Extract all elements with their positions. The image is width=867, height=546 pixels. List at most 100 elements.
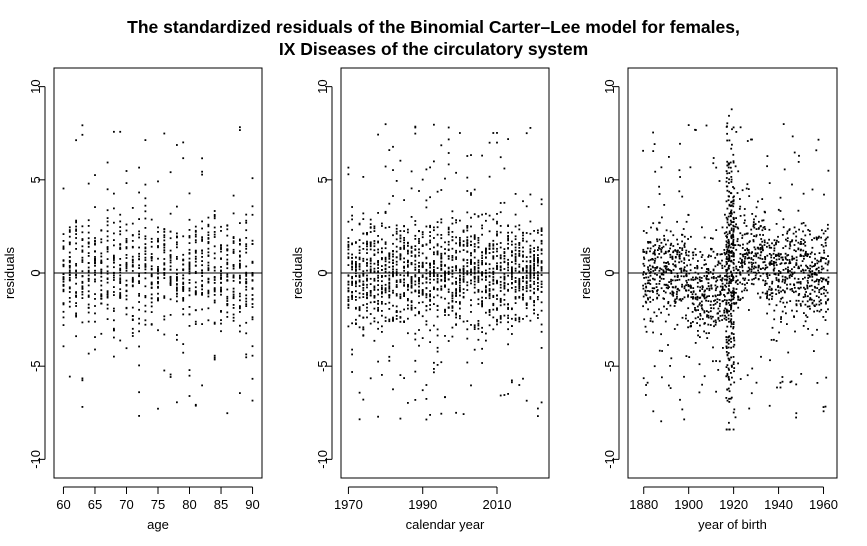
- residual-point: [451, 259, 454, 261]
- residual-point: [499, 283, 502, 286]
- residual-point: [251, 177, 254, 180]
- residual-point: [728, 401, 731, 403]
- residual-point: [683, 266, 686, 269]
- residual-point: [188, 252, 191, 254]
- residual-point: [712, 157, 715, 159]
- residual-point: [792, 232, 795, 235]
- residual-point: [750, 252, 753, 255]
- residual-point: [138, 301, 140, 303]
- residual-point: [106, 303, 109, 306]
- residual-point: [652, 222, 655, 225]
- residual-point: [477, 237, 480, 239]
- residual-point: [113, 257, 115, 260]
- residual-point: [757, 278, 760, 280]
- residual-point: [366, 233, 368, 236]
- residual-point: [537, 278, 539, 281]
- residual-point: [518, 228, 521, 231]
- residual-point: [730, 299, 732, 302]
- residual-point: [537, 298, 539, 301]
- residual-point: [492, 279, 495, 282]
- residual-point: [643, 264, 646, 267]
- y-tick-label: 10: [602, 79, 617, 93]
- residual-point: [220, 225, 222, 228]
- residual-point: [737, 227, 740, 230]
- residual-point: [683, 375, 685, 378]
- residual-point: [768, 404, 771, 407]
- residual-point: [825, 301, 827, 303]
- residual-point: [730, 346, 732, 349]
- residual-point: [207, 255, 210, 257]
- residual-point: [691, 302, 694, 305]
- residual-point: [511, 379, 513, 382]
- residual-point: [727, 245, 730, 248]
- residual-point: [388, 252, 391, 255]
- residual-point: [696, 295, 699, 298]
- residual-point: [462, 413, 465, 415]
- residual-point: [496, 233, 498, 235]
- residual-point: [87, 241, 90, 244]
- residual-point: [239, 222, 241, 224]
- residual-point: [407, 260, 409, 262]
- residual-point: [715, 321, 717, 324]
- residual-point: [496, 268, 498, 270]
- residual-point: [182, 313, 185, 316]
- residual-point: [347, 257, 350, 260]
- residual-point: [425, 168, 428, 171]
- residual-point: [788, 259, 791, 261]
- residual-point: [239, 276, 241, 279]
- residual-point: [806, 284, 809, 287]
- residual-point: [705, 299, 707, 302]
- residual-point: [377, 300, 379, 302]
- residual-point: [817, 260, 820, 263]
- residual-point: [809, 267, 811, 270]
- residual-point: [795, 310, 798, 313]
- residual-point: [810, 284, 813, 287]
- residual-point: [794, 330, 796, 333]
- residual-point: [782, 289, 784, 292]
- residual-point: [399, 159, 402, 162]
- residual-point: [131, 306, 134, 309]
- residual-point: [799, 249, 802, 252]
- residual-point: [686, 264, 688, 267]
- residual-point: [540, 261, 543, 264]
- residual-point: [100, 271, 103, 273]
- residual-point: [696, 267, 699, 270]
- residual-point: [444, 308, 446, 311]
- residual-point: [791, 239, 794, 242]
- residual-point: [470, 268, 472, 271]
- residual-point: [125, 313, 128, 316]
- residual-point: [683, 296, 686, 299]
- residual-point: [811, 289, 814, 291]
- residual-point: [163, 236, 166, 239]
- residual-point: [429, 294, 431, 297]
- residual-point: [725, 366, 728, 368]
- residual-point: [660, 311, 662, 314]
- residual-point: [540, 242, 543, 245]
- residual-point: [664, 320, 667, 323]
- residual-point: [377, 279, 379, 282]
- residual-point: [827, 169, 830, 172]
- residual-point: [685, 274, 687, 277]
- residual-point: [746, 289, 748, 292]
- residual-point: [696, 298, 699, 301]
- residual-point: [462, 259, 465, 262]
- residual-point: [373, 300, 376, 303]
- residual-point: [692, 276, 694, 279]
- residual-point: [119, 288, 122, 291]
- residual-point: [119, 130, 122, 133]
- residual-point: [388, 320, 391, 323]
- residual-point: [251, 260, 254, 263]
- residual-point: [813, 350, 815, 352]
- residual-point: [157, 269, 159, 271]
- residual-point: [239, 305, 241, 308]
- residual-point: [485, 251, 487, 253]
- residual-point: [732, 236, 735, 239]
- residual-point: [388, 277, 391, 280]
- residual-point: [823, 249, 825, 252]
- residual-point: [647, 206, 650, 208]
- residual-point: [688, 259, 690, 261]
- residual-point: [62, 284, 65, 287]
- residual-point: [466, 176, 469, 179]
- residual-point: [808, 269, 811, 272]
- residual-point: [157, 272, 159, 275]
